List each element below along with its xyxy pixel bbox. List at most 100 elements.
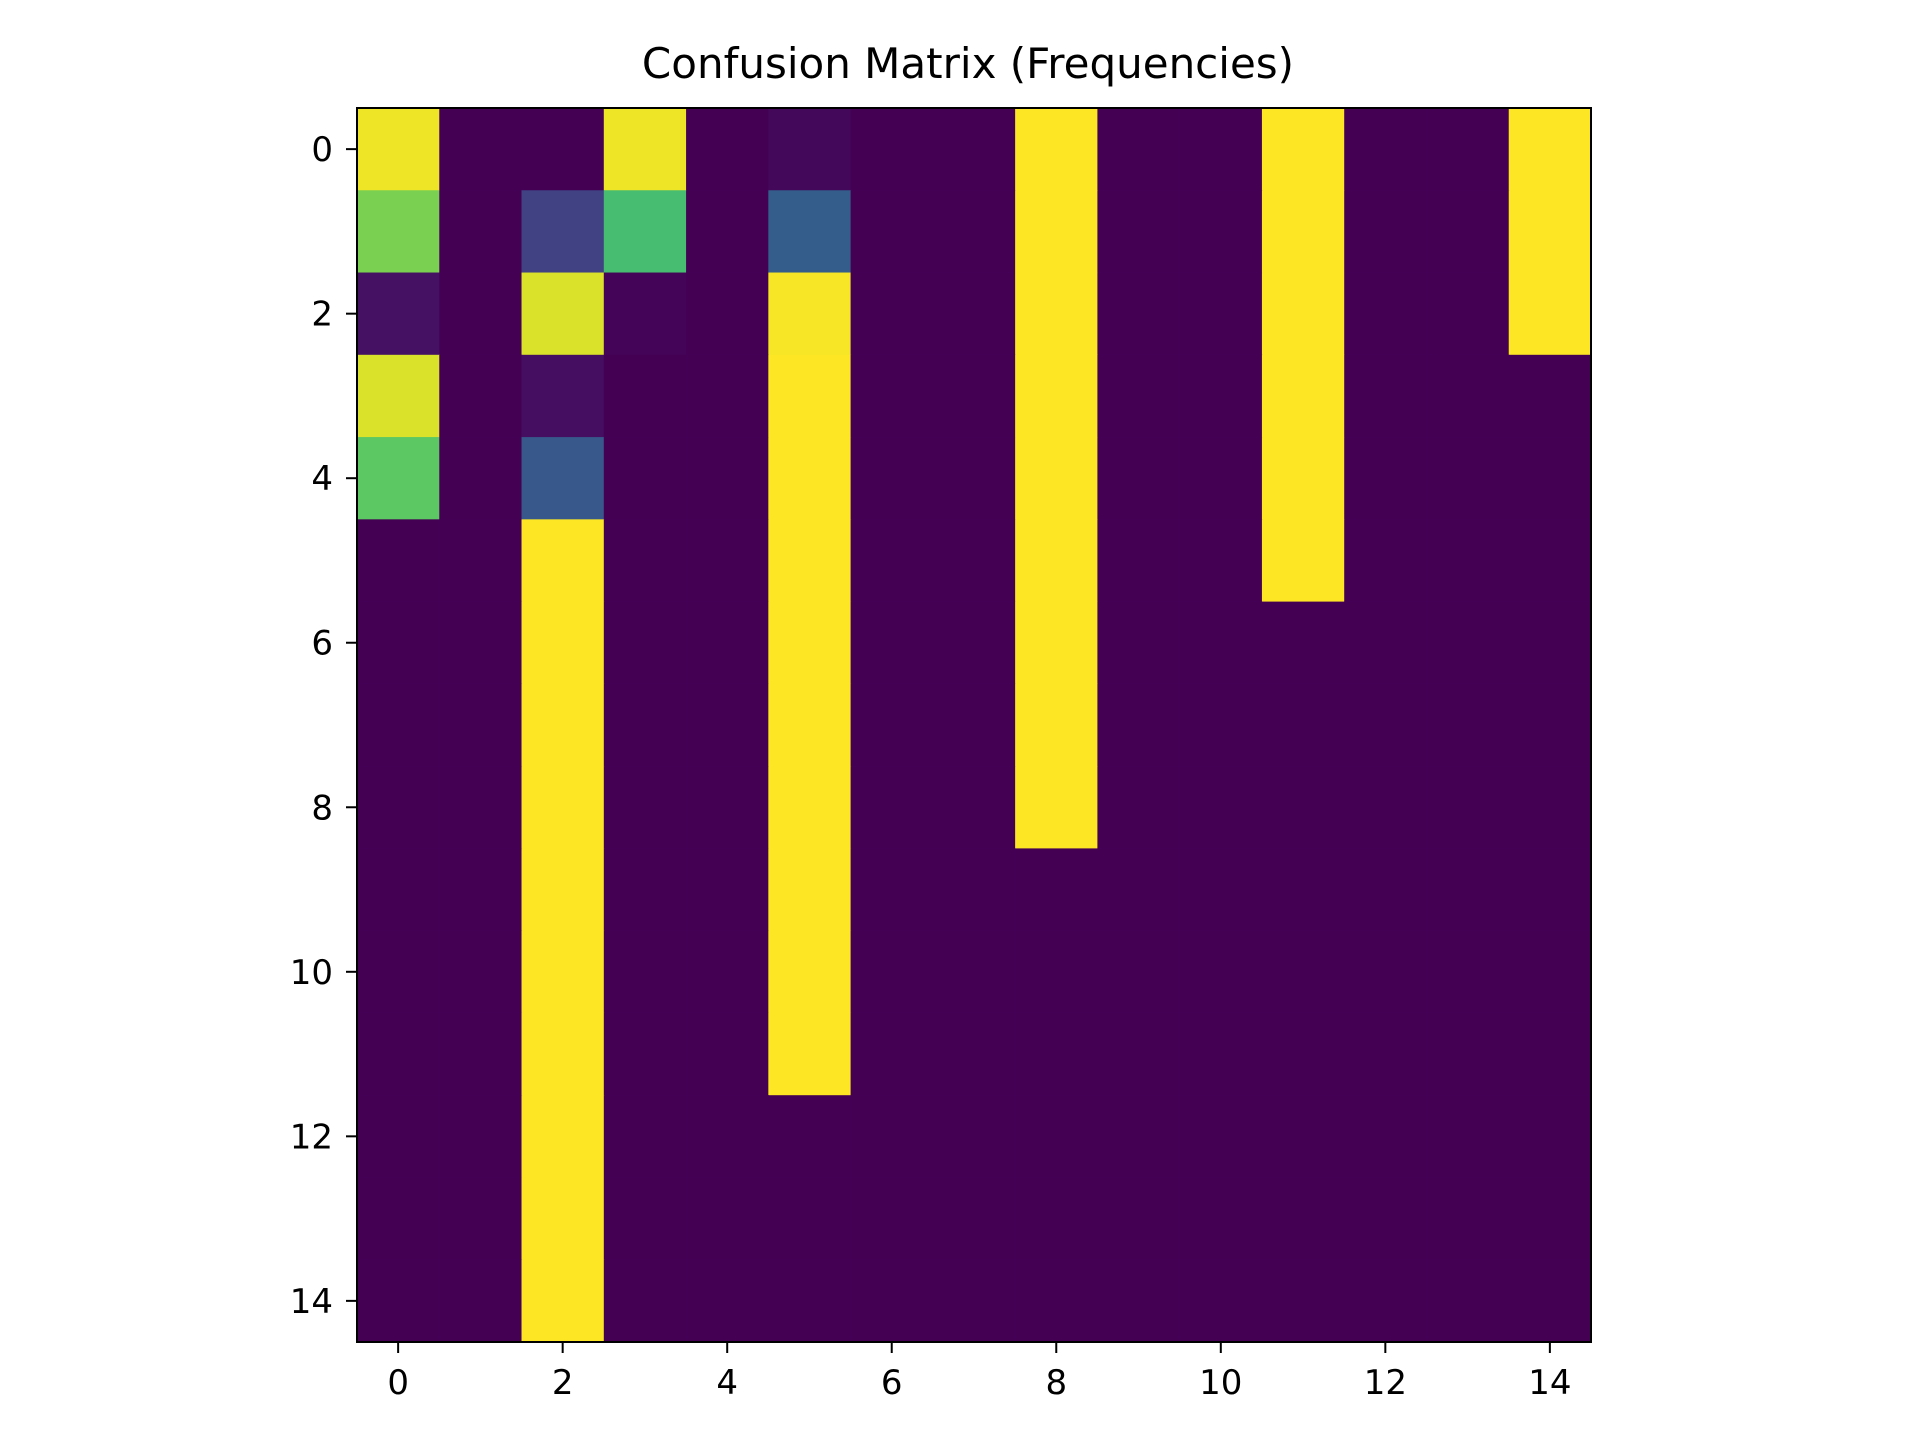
heatmap-cell <box>1179 766 1263 849</box>
heatmap-cell <box>1015 766 1098 849</box>
heatmap-cell <box>1426 354 1510 438</box>
heatmap-cell <box>603 354 687 438</box>
heatmap-cell <box>439 354 523 438</box>
y-tick-label: 14 <box>290 1282 333 1322</box>
heatmap-cell <box>1179 190 1263 274</box>
heatmap-cell <box>1015 601 1098 685</box>
y-tick-label: 6 <box>311 624 333 664</box>
heatmap-cell <box>1261 1177 1345 1261</box>
heatmap-cell <box>439 1095 523 1179</box>
heatmap-cell <box>1015 930 1098 1014</box>
heatmap-cell <box>1179 437 1263 520</box>
heatmap-cell <box>1015 848 1098 932</box>
heatmap-cell <box>1344 354 1428 438</box>
heatmap-cell <box>439 848 523 932</box>
heatmap-cell <box>1097 108 1181 191</box>
heatmap-cell <box>768 519 852 603</box>
heatmap-cell <box>1015 354 1098 438</box>
heatmap-cell <box>357 108 440 191</box>
heatmap-cell <box>850 848 934 932</box>
heatmap-cell <box>932 190 1016 274</box>
heatmap-cell <box>1426 1259 1510 1343</box>
heatmap-cell <box>1261 930 1345 1014</box>
y-tick-label: 0 <box>311 130 333 170</box>
heatmap-cell <box>1426 930 1510 1014</box>
heatmap-cell <box>1508 354 1592 438</box>
heatmap-cell <box>357 1177 440 1261</box>
heatmap-cell <box>768 930 852 1014</box>
heatmap-cell <box>439 683 523 767</box>
heatmap-cell <box>603 601 687 685</box>
heatmap-cell <box>1508 1095 1592 1179</box>
heatmap-cell <box>1508 1259 1592 1343</box>
heatmap-cell <box>603 930 687 1014</box>
heatmap-cell <box>932 930 1016 1014</box>
heatmap-cell <box>439 1177 523 1261</box>
heatmap-cell <box>357 601 440 685</box>
heatmap-cell <box>1508 848 1592 932</box>
y-axis: 0 2 4 6 8 10 12 14 <box>290 130 357 1322</box>
heatmap-cell <box>768 190 852 274</box>
heatmap-cell <box>768 683 852 767</box>
heatmap-cell <box>1508 190 1592 274</box>
heatmap-cell <box>768 272 852 356</box>
heatmap-cell <box>521 1095 605 1179</box>
heatmap-cell <box>1015 108 1098 191</box>
heatmap-cell <box>1015 190 1098 274</box>
heatmap-cell <box>850 683 934 767</box>
heatmap-cell <box>686 437 769 520</box>
heatmap-cell <box>932 108 1016 191</box>
heatmap-cell <box>521 601 605 685</box>
heatmap-cell <box>1508 108 1592 191</box>
heatmap-cell <box>1261 272 1345 356</box>
heatmap-cell <box>521 1259 605 1343</box>
heatmap-cell <box>357 190 440 274</box>
heatmap-cell <box>521 437 605 520</box>
heatmap-cell <box>932 272 1016 356</box>
heatmap-cell <box>603 108 687 191</box>
heatmap-cell <box>521 766 605 849</box>
heatmap-cell <box>1097 354 1181 438</box>
heatmap-cell <box>1261 601 1345 685</box>
heatmap-cell <box>1097 1259 1181 1343</box>
heatmap-cell <box>521 519 605 603</box>
heatmap-cell <box>357 930 440 1014</box>
heatmap-cell <box>1015 1012 1098 1096</box>
x-tick-label: 14 <box>1528 1363 1571 1403</box>
heatmap-cell <box>686 683 769 767</box>
heatmap-cell <box>686 1095 769 1179</box>
chart-title: Confusion Matrix (Frequencies) <box>642 39 1294 88</box>
heatmap-cell <box>1179 1012 1263 1096</box>
heatmap-cell <box>850 1012 934 1096</box>
heatmap-cell <box>932 766 1016 849</box>
heatmap-cell <box>439 930 523 1014</box>
heatmap-cell <box>1426 601 1510 685</box>
heatmap-cell <box>521 272 605 356</box>
heatmap-cell <box>521 1177 605 1261</box>
heatmap-cell <box>1344 272 1428 356</box>
heatmap-cell <box>1426 1177 1510 1261</box>
x-axis: 0 2 4 6 8 10 12 14 <box>387 1342 1571 1403</box>
heatmap-cell <box>439 1012 523 1096</box>
heatmap-cell <box>768 1012 852 1096</box>
heatmap-cell <box>357 848 440 932</box>
heatmap-cell <box>357 272 440 356</box>
heatmap-cell <box>1015 1177 1098 1261</box>
heatmap-cell <box>1261 108 1345 191</box>
heatmap-cell <box>850 601 934 685</box>
heatmap-cell <box>932 1177 1016 1261</box>
heatmap-cell <box>850 354 934 438</box>
heatmap-cell <box>686 108 769 191</box>
heatmap-cell <box>521 108 605 191</box>
x-tick-label: 8 <box>1045 1363 1067 1403</box>
heatmap-cell <box>1097 1012 1181 1096</box>
heatmap-cell <box>1344 1177 1428 1261</box>
x-tick-label: 10 <box>1199 1363 1242 1403</box>
heatmap-cell <box>686 848 769 932</box>
heatmap-cell <box>1344 1095 1428 1179</box>
heatmap-cell <box>932 683 1016 767</box>
heatmap-cell <box>1261 190 1345 274</box>
heatmap-cell <box>357 1259 440 1343</box>
heatmap-cell <box>686 1259 769 1343</box>
